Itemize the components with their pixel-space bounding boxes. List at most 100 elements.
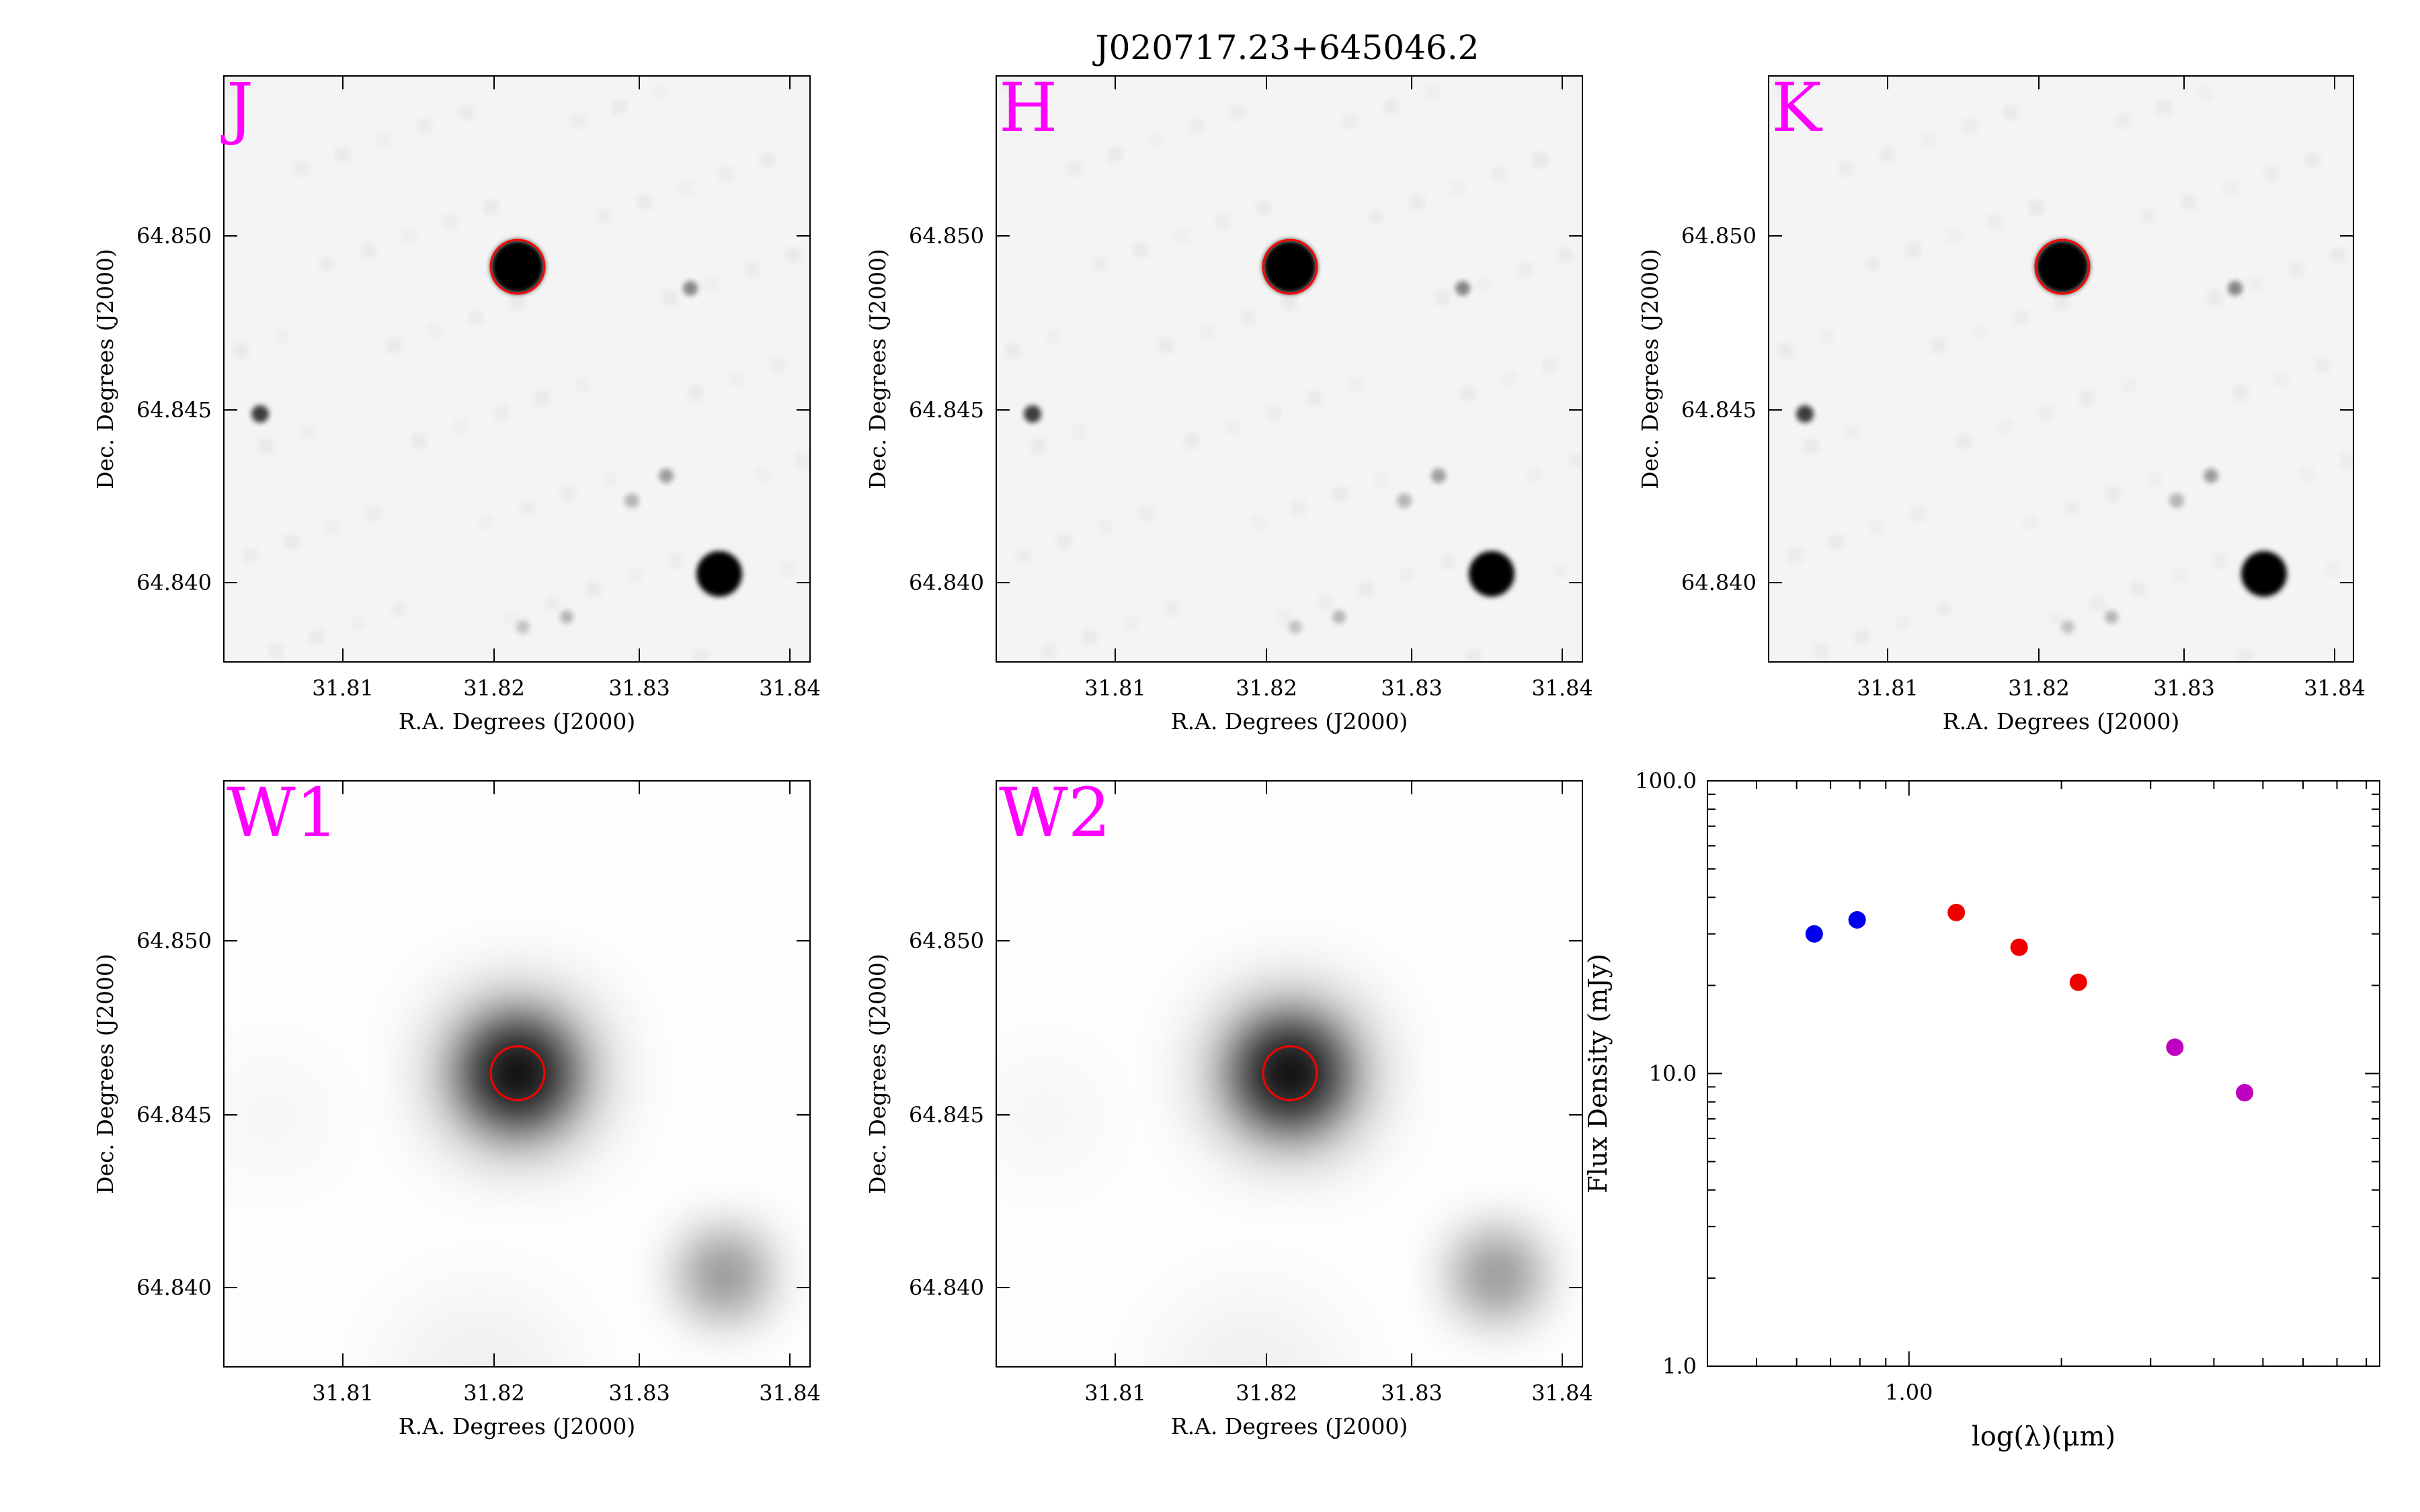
noise-patch <box>1231 105 1246 120</box>
source-blob <box>224 1063 325 1171</box>
noise-patch <box>428 324 442 339</box>
noise-patch <box>704 276 719 291</box>
noise-patch <box>1369 209 1383 224</box>
x-tick-label: 31.84 <box>759 1380 821 1406</box>
noise-patch <box>1164 601 1179 616</box>
noise-patch <box>1527 467 1542 482</box>
noise-patch <box>2305 153 2320 167</box>
noise-patch <box>1149 133 1164 148</box>
noise-patch <box>1461 386 1476 401</box>
noise-patch <box>1348 377 1363 392</box>
noise-patch <box>320 257 335 271</box>
x-tick-label: 31.83 <box>608 675 670 701</box>
y-axis-label: Dec. Degrees (J2000) <box>92 954 118 1194</box>
noise-patch <box>729 372 744 386</box>
x-tick-label: 31.83 <box>608 1380 670 1406</box>
noise-patch <box>484 200 499 215</box>
noise-patch <box>1282 296 1297 310</box>
noise-patch <box>2223 181 2238 196</box>
x-axis-label: R.A. Degrees (J2000) <box>1171 1413 1408 1439</box>
y-axis-label: Dec. Degrees (J2000) <box>92 249 118 489</box>
noise-patch <box>376 133 391 148</box>
noise-patch <box>269 644 284 659</box>
source-blob <box>251 405 269 423</box>
noise-patch <box>2064 501 2079 515</box>
noise-patch <box>1256 200 1271 215</box>
source-blob <box>1159 1292 1344 1367</box>
source-blob <box>471 1026 565 1120</box>
noise-patch <box>453 419 468 434</box>
noise-patch <box>479 515 493 530</box>
band-label: W1 <box>227 773 338 852</box>
panel-w2: W2 31.81 31.82 31.83 31.84 64.850 64.845 64.840… <box>864 773 1593 1439</box>
noise-patch <box>284 534 299 549</box>
noise-patch <box>402 228 417 243</box>
target-circle <box>1262 1045 1318 1101</box>
noise-patch <box>1425 85 1440 100</box>
noise-patch <box>1778 343 1793 358</box>
panel-h: H 31.81 31.82 31.83 31.84 64.850 64.845 64.840 R… <box>864 69 1593 734</box>
source-blob <box>2204 468 2218 483</box>
noise-patch <box>1016 548 1031 563</box>
noise-patch <box>294 161 309 176</box>
noise-patch <box>1972 324 1987 339</box>
noise-patch <box>586 582 601 597</box>
noise-patch <box>653 85 668 100</box>
source-blob <box>2035 240 2089 294</box>
source-blob <box>996 1063 1097 1171</box>
noise-patch <box>2013 310 2028 325</box>
y-tick-label: 64.845 <box>136 397 212 423</box>
x-tick-label: 31.84 <box>759 675 821 701</box>
noise-patch <box>1333 487 1348 501</box>
noise-patch <box>1400 568 1414 583</box>
band-label: H <box>999 69 1057 147</box>
x-axis-label: R.A. Degrees (J2000) <box>399 1413 635 1439</box>
x-tick-label: 31.83 <box>1381 1380 1443 1406</box>
panel-k: K 31.81 31.82 31.83 31.84 64.850 64.845 64.840 R… <box>1637 69 2366 734</box>
panel-image <box>224 781 810 1367</box>
noise-patch <box>1839 161 1854 176</box>
noise-patch <box>2131 582 2146 597</box>
y-tick-label: 64.850 <box>909 223 984 249</box>
noise-patch <box>576 377 591 392</box>
noise-patch <box>1067 161 1082 176</box>
source-blob <box>1455 281 1470 296</box>
panel-image <box>996 76 1582 662</box>
data-point <box>1848 911 1866 929</box>
y-tick-label: 64.850 <box>909 928 984 954</box>
noise-patch <box>1200 324 1215 339</box>
source-blob <box>491 240 544 294</box>
noise-patch <box>719 167 734 181</box>
noise-patch <box>1277 610 1291 625</box>
noise-patch <box>2054 296 2069 310</box>
x-axis-label: R.A. Degrees (J2000) <box>1943 708 2179 734</box>
noise-patch <box>1553 562 1568 577</box>
noise-patch <box>1251 515 1266 530</box>
noise-patch <box>535 391 550 406</box>
noise-patch <box>796 453 811 468</box>
noise-patch <box>2156 99 2171 114</box>
source-blob <box>2228 281 2243 296</box>
noise-patch <box>1318 596 1332 611</box>
noise-patch <box>2080 391 2095 406</box>
noise-patch <box>2172 568 2187 583</box>
y-axis-label: Flux Density (mJy) <box>1583 954 1613 1193</box>
panel-w1: W1 31.81 31.82 31.83 31.84 64.850 64.845 64.840… <box>92 773 821 1439</box>
noise-patch <box>612 99 627 114</box>
noise-patch <box>1492 167 1506 181</box>
y-tick-label: 64.840 <box>909 1275 984 1300</box>
y-tick-label: 64.840 <box>909 570 984 595</box>
source-blob <box>2169 493 2184 508</box>
data-point <box>1947 903 1966 921</box>
noise-patch <box>310 630 325 644</box>
x-axis-label: R.A. Degrees (J2000) <box>399 708 635 734</box>
y-tick-label: 64.845 <box>1681 397 1757 423</box>
target-circle <box>2034 239 2091 295</box>
noise-patch <box>770 358 785 372</box>
panel-frame <box>996 75 1583 663</box>
noise-patch <box>1819 329 1834 344</box>
x-tick-label: 31.82 <box>1236 1380 1297 1406</box>
noise-patch <box>2039 405 2054 420</box>
noise-patch <box>2121 377 2136 392</box>
noise-patch <box>1031 439 1046 454</box>
